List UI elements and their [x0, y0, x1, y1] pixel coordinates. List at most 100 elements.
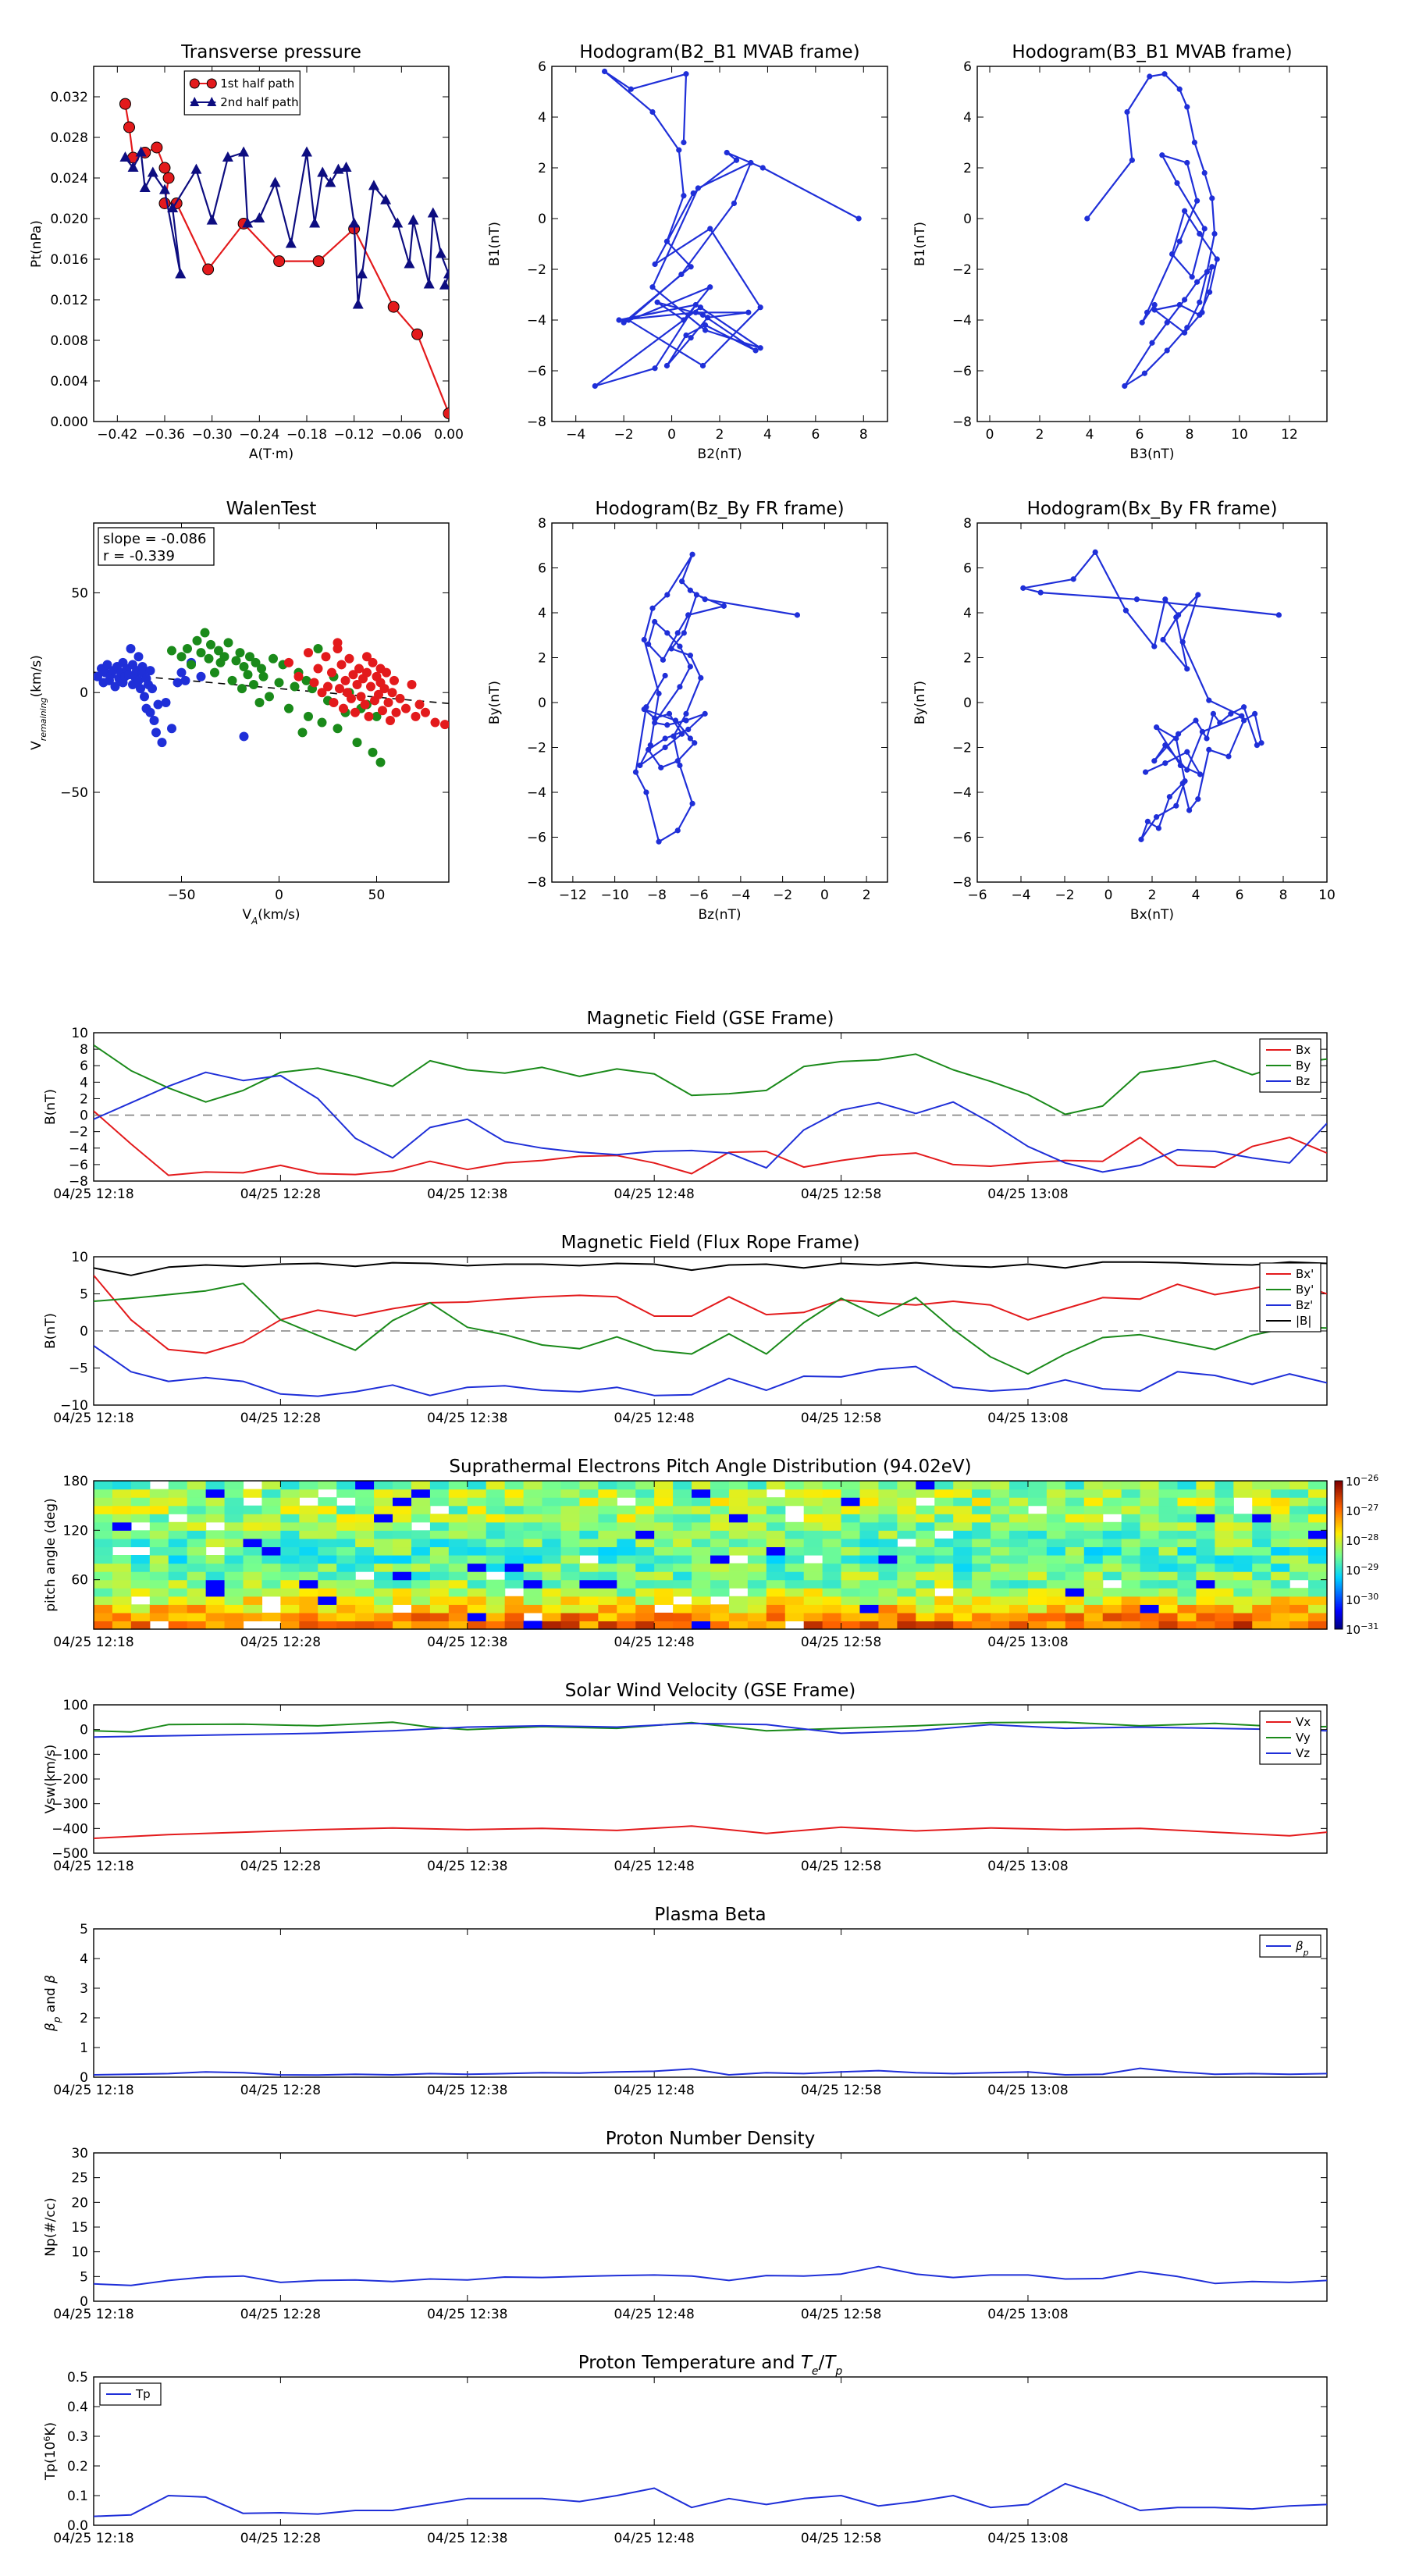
heatmap-cell	[1027, 1489, 1048, 1498]
data-point	[348, 217, 360, 228]
data-point	[1151, 758, 1158, 764]
colorbar-segment	[1335, 1608, 1343, 1610]
heatmap-cell	[280, 1514, 300, 1523]
heatmap-cell	[448, 1621, 468, 1630]
colorbar-segment	[1335, 1582, 1343, 1584]
heatmap-cell	[448, 1555, 468, 1564]
heatmap-cell	[149, 1546, 169, 1556]
data-point	[1195, 796, 1201, 802]
data-point	[652, 261, 658, 268]
heatmap-cell	[1083, 1489, 1104, 1498]
heatmap-cell	[429, 1612, 450, 1622]
data-point	[243, 670, 253, 680]
heatmap-cell	[429, 1571, 450, 1581]
annotation-r: r = -0.339	[103, 548, 175, 564]
heatmap-cell	[972, 1514, 991, 1523]
x-tick-label: 04/25 12:58	[801, 1635, 881, 1650]
y-tick-label: 0	[80, 2294, 88, 2310]
heatmap-cell	[1215, 1612, 1234, 1622]
x-axis-label: B2(nT)	[698, 447, 742, 462]
heatmap-cell	[168, 1538, 188, 1548]
heatmap-cell	[130, 1481, 151, 1490]
heatmap-cell	[1289, 1604, 1309, 1614]
heatmap-cell	[1140, 1538, 1160, 1548]
heatmap-cell	[859, 1489, 880, 1498]
colorbar-segment	[1335, 1618, 1343, 1621]
heatmap-cell	[1046, 1588, 1066, 1597]
heatmap-cell	[1289, 1481, 1309, 1490]
x-tick-label: 0	[667, 427, 676, 443]
heatmap-cell	[1233, 1588, 1253, 1597]
heatmap-cell	[168, 1596, 188, 1605]
heatmap-cell	[486, 1546, 506, 1556]
x-tick-label: 04/25 12:38	[427, 1187, 507, 1202]
data-point	[192, 635, 202, 646]
data-point	[1037, 589, 1044, 596]
heatmap-cell	[224, 1571, 244, 1581]
plot-area	[94, 2482, 1327, 2517]
heatmap-cell	[1177, 1604, 1197, 1614]
heatmap-cell	[747, 1538, 767, 1548]
heatmap-cell	[728, 1530, 749, 1539]
heatmap-cell	[991, 1530, 1010, 1539]
label-part: e	[812, 2365, 819, 2378]
heatmap-cell	[523, 1514, 543, 1523]
data-point	[660, 656, 667, 663]
heatmap-cell	[336, 1563, 356, 1572]
heatmap-cell	[149, 1596, 169, 1605]
label-part: K)	[43, 2422, 59, 2436]
heatmap-cell	[1065, 1579, 1085, 1589]
data-point	[652, 715, 658, 721]
heatmap-cell	[429, 1514, 450, 1523]
heatmap-cell	[1046, 1579, 1066, 1589]
heatmap-cell	[411, 1514, 431, 1523]
heatmap-cell	[1046, 1612, 1066, 1622]
data-point	[158, 162, 171, 174]
heatmap-cell	[1027, 1481, 1048, 1490]
heatmap-cell	[1177, 1489, 1197, 1498]
legend-marker	[190, 97, 200, 106]
heatmap-cell	[878, 1546, 898, 1556]
heatmap-cell	[1177, 1521, 1197, 1531]
heatmap-cell	[523, 1604, 543, 1614]
y-tick-label: 2	[963, 651, 972, 667]
heatmap-cell	[972, 1555, 991, 1564]
heatmap-cell	[411, 1481, 431, 1490]
heatmap-cell	[747, 1612, 767, 1622]
y-tick-label: 0.028	[50, 130, 88, 146]
legend-label: Bx'	[1296, 1267, 1314, 1281]
heatmap-cell	[878, 1588, 898, 1597]
data-point	[1201, 226, 1208, 232]
heatmap-cell	[224, 1538, 244, 1548]
heatmap-cell	[1009, 1530, 1029, 1539]
data-point	[1206, 746, 1212, 753]
heatmap-cell	[560, 1612, 581, 1622]
heatmap-cell	[1102, 1521, 1122, 1531]
heatmap-cell	[1252, 1521, 1272, 1531]
data-point	[167, 202, 179, 212]
heatmap-cell	[336, 1489, 356, 1498]
heatmap-cell	[1215, 1596, 1234, 1605]
heatmap-cell	[560, 1521, 581, 1531]
heatmap-cell	[205, 1588, 226, 1597]
data-point	[643, 789, 649, 795]
heatmap-cell	[1289, 1514, 1309, 1523]
heatmap-cell	[1308, 1530, 1328, 1539]
heatmap-cell	[1252, 1505, 1272, 1514]
heatmap-cell	[448, 1588, 468, 1597]
data-point	[301, 146, 312, 157]
heatmap-cell	[803, 1579, 823, 1589]
heatmap-cell	[766, 1588, 786, 1597]
heatmap-cell	[243, 1546, 263, 1556]
data-point	[1174, 180, 1180, 187]
data-point	[1206, 697, 1212, 703]
heatmap-cell	[429, 1604, 450, 1614]
data-point	[147, 166, 158, 177]
heatmap-cell	[467, 1596, 487, 1605]
label-part: −28	[1361, 1532, 1378, 1542]
heatmap-cell	[1083, 1563, 1104, 1572]
data-point	[312, 255, 325, 268]
heatmap-cell	[1271, 1571, 1290, 1581]
heatmap-cell	[467, 1604, 487, 1614]
